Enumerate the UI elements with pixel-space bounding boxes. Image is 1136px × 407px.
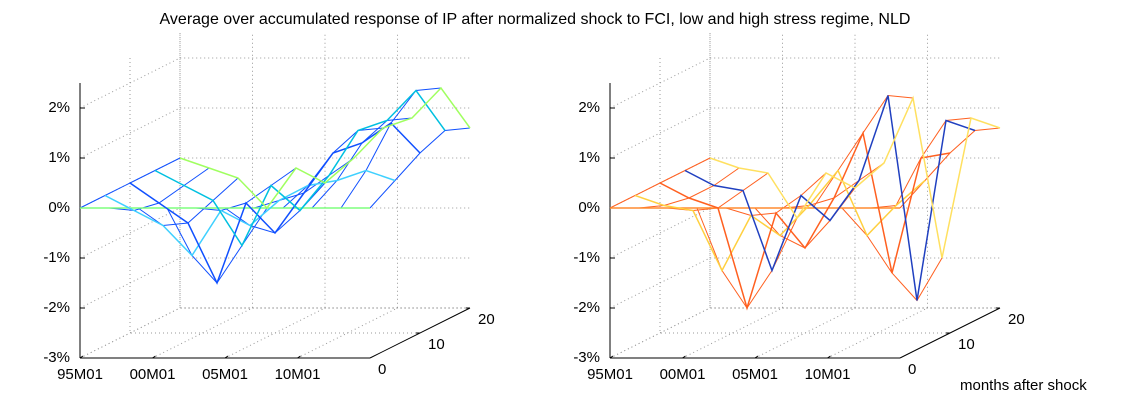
y-tick-label: 10 [958,336,975,353]
z-tick-label: -1% [573,249,600,266]
x-tick [297,355,301,359]
x-tick-label: 00M01 [130,366,176,383]
surface-line [684,95,976,301]
x-tick [827,355,831,359]
x-tick [754,355,759,359]
z-tick-label: 1% [48,149,70,166]
z-tick-label: 1% [578,149,600,166]
z-tick-label: 2% [578,99,600,116]
x-tick-label: 05M01 [202,366,248,383]
surface-line [634,169,926,273]
surface-line [659,130,951,311]
y-grid-line [179,33,470,309]
y-grid-line [709,33,1000,309]
y-grid-line [129,58,420,334]
z-tick-label: 0% [578,199,600,216]
x-tick [152,355,156,359]
figure-title: Average over accumulated response of IP … [160,11,911,28]
x-tick-label: 95M01 [57,366,103,383]
y-tick-label: 20 [1008,311,1025,328]
x-tick-label: 10M01 [805,366,851,383]
z-tick-label: -3% [43,349,70,366]
x-tick-label: 05M01 [732,366,778,383]
surface-line [179,86,471,210]
y-tick-label: 0 [378,361,386,378]
x-tick-label: 95M01 [587,366,633,383]
z-tick-label: 0% [48,199,70,216]
z-tick-label: 2% [48,99,70,116]
z-tick-label: -3% [573,349,600,366]
x-tick [682,355,686,359]
y-grid-line [659,58,950,334]
surface-line [129,122,421,285]
x-tick-label: 00M01 [660,366,706,383]
x-tick [224,355,229,359]
surface-line [709,95,1001,259]
x-tick [609,355,614,359]
surface-line [104,169,396,257]
y-axis-label: months after shock [960,377,1087,394]
y-tick-label: 0 [908,361,916,378]
z-tick-label: -2% [573,299,600,316]
y-tick-label: 20 [478,311,495,328]
z-tick-label: -2% [43,299,70,316]
x-tick [79,355,84,359]
surface-line [154,89,446,248]
z-tick-label: -1% [43,249,70,266]
x-tick-label: 10M01 [275,366,321,383]
y-tick-label: 10 [428,336,445,353]
